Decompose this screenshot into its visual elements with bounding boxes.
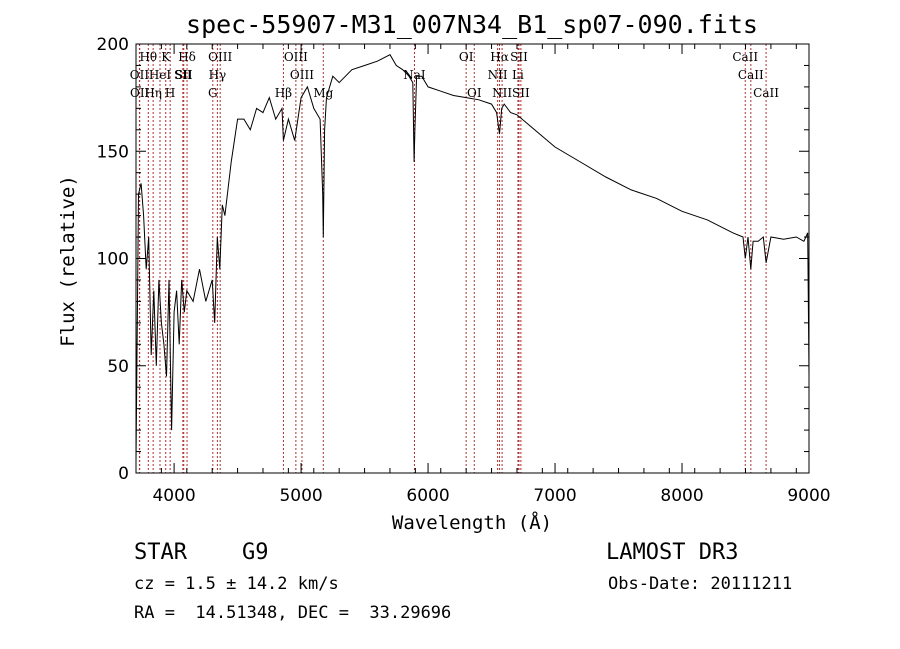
line-label: NII <box>492 86 512 100</box>
line-label: SII <box>510 50 528 64</box>
line-label: SII <box>512 86 530 100</box>
line-label: G <box>208 86 218 100</box>
class-label: STAR <box>134 540 187 565</box>
line-label: OIII <box>290 68 314 82</box>
line-label: OIII <box>284 50 308 64</box>
ra-dec-line: RA = 14.51348, DEC = 33.29696 <box>134 603 452 623</box>
line-label: NaI <box>403 68 426 82</box>
y-tick-label: 100 <box>97 250 129 270</box>
x-tick-label: 7000 <box>533 486 576 506</box>
obs-date-line: Obs-Date: 20111211 <box>608 574 793 594</box>
line-label: Hγ <box>209 68 227 82</box>
line-label: NII <box>488 68 508 82</box>
x-tick-label: 6000 <box>406 486 449 506</box>
line-label: SII <box>175 68 193 82</box>
line-label: CaII <box>738 68 764 82</box>
line-label: OII <box>130 86 150 100</box>
spectral-line-markers <box>138 44 767 473</box>
line-label: Hδ <box>178 50 196 64</box>
line-label: SII <box>174 68 192 82</box>
line-label: Hθ <box>139 50 157 64</box>
subclass-label: G9 <box>242 540 269 565</box>
x-tick-label: 8000 <box>660 486 703 506</box>
y-tick-label: 50 <box>107 357 129 377</box>
y-tick-label: 200 <box>97 35 129 55</box>
x-axis-label: Wavelength (Å) <box>392 511 552 534</box>
line-label: K <box>161 50 171 64</box>
line-label: Hα <box>490 50 509 64</box>
x-tick-label: 5000 <box>279 486 322 506</box>
line-label: OII <box>130 68 150 82</box>
line-label: H <box>165 86 175 100</box>
plot-frame <box>135 43 810 474</box>
x-tick-label: 9000 <box>787 486 830 506</box>
spectrum-line <box>135 54 810 463</box>
line-label: OIII <box>208 50 232 64</box>
chart-title: spec-55907-M31_007N34_B1_sp07-090.fits <box>186 10 758 39</box>
y-tick-label: 150 <box>97 142 129 162</box>
line-label: OI <box>467 86 482 100</box>
line-label: CaII <box>732 50 758 64</box>
line-label: Hη <box>144 86 162 100</box>
line-label: Hβ <box>275 86 292 100</box>
line-label: Mg <box>313 86 333 100</box>
line-label: Li <box>512 68 524 82</box>
survey-label: LAMOST DR3 <box>606 540 739 565</box>
y-axis-label: Flux (relative) <box>57 175 79 347</box>
line-label: OI <box>459 50 474 64</box>
axis-ticks: 4000 5000 6000 7000 8000 9000 0 50 100 150 200 <box>97 35 831 506</box>
x-tick-label: 4000 <box>152 486 195 506</box>
line-label: HeI <box>149 68 172 82</box>
y-tick-label: 0 <box>118 464 129 484</box>
line-label: CaII <box>753 86 779 100</box>
redshift-line: cz = 1.5 ± 14.2 km/s <box>134 574 339 594</box>
